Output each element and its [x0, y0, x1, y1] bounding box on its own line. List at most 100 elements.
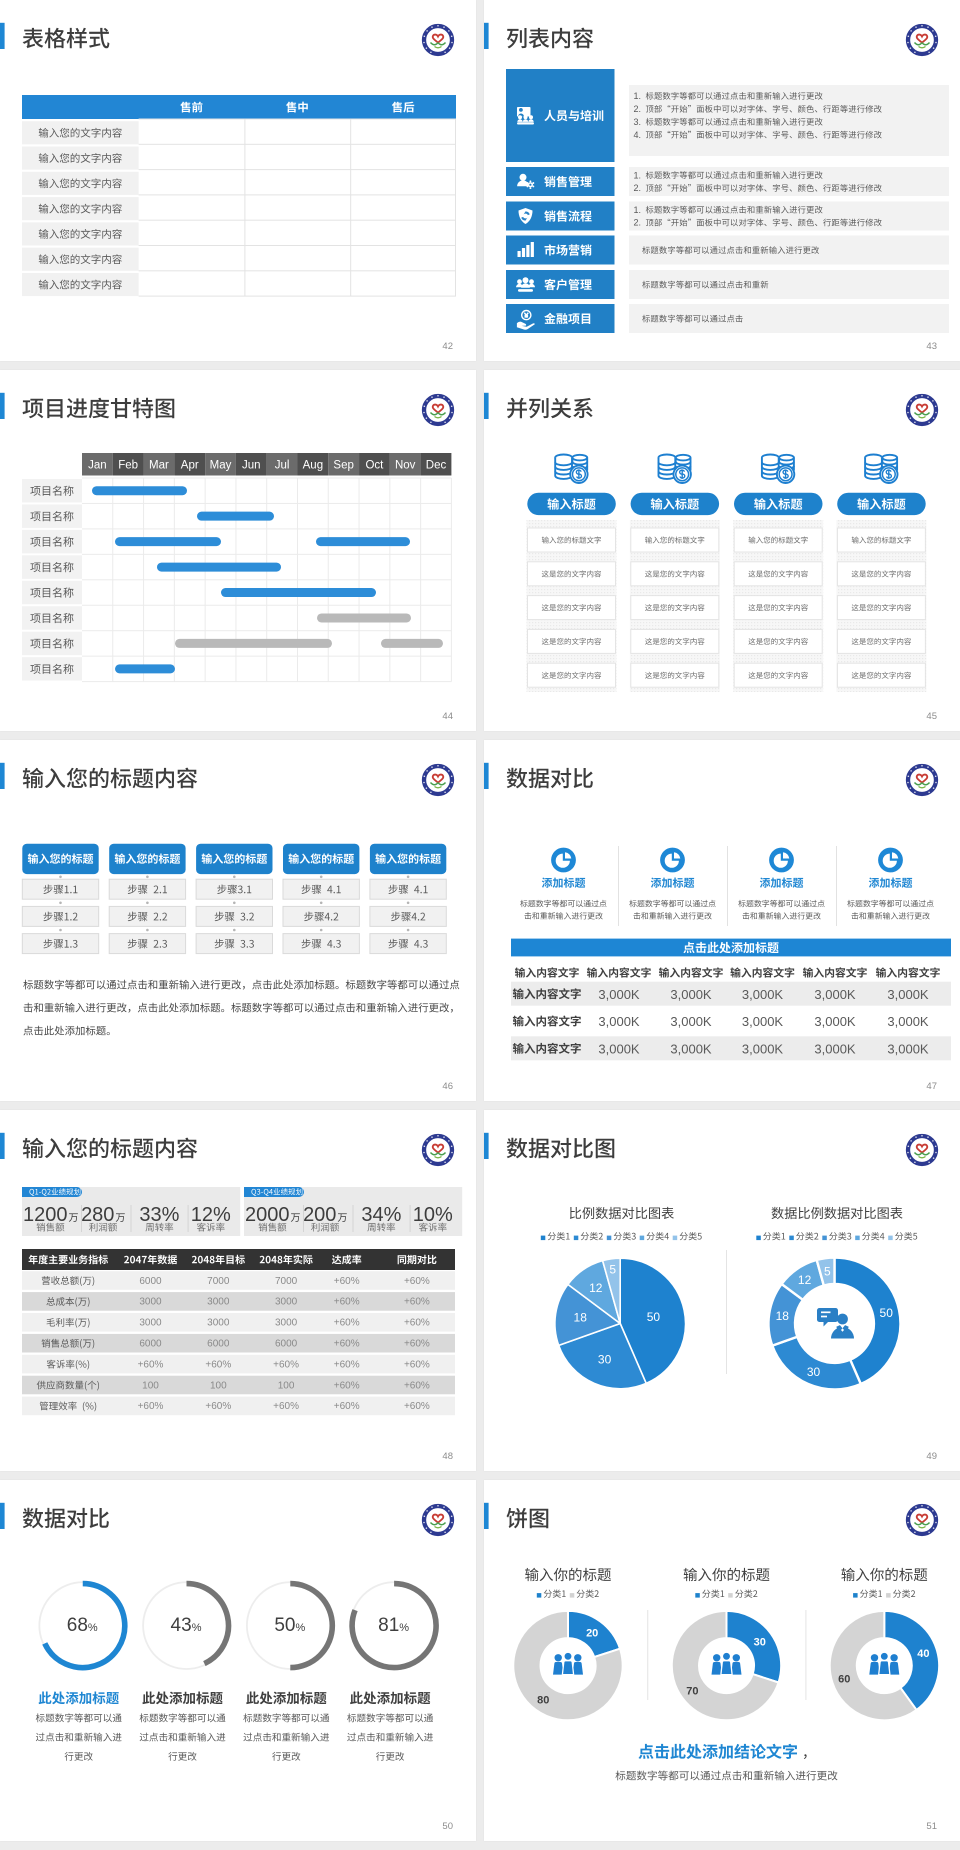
svg-text:+60%: +60%	[334, 1339, 360, 1350]
svg-text:3,000K: 3,000K	[742, 1041, 784, 1056]
svg-text:3,000K: 3,000K	[670, 987, 712, 1002]
svg-text:42: 42	[442, 341, 453, 352]
svg-text:1.: 1.	[633, 205, 641, 215]
svg-text:2.: 2.	[633, 104, 641, 114]
svg-text:+60%: +60%	[404, 1380, 430, 1391]
svg-text:+60%: +60%	[138, 1359, 164, 1370]
svg-text:5: 5	[609, 1262, 616, 1276]
svg-text:5: 5	[824, 1264, 831, 1278]
svg-text:+60%: +60%	[404, 1359, 430, 1370]
svg-text:81%: 81%	[378, 1615, 409, 1636]
svg-text:20: 20	[586, 1627, 598, 1639]
svg-text:3000: 3000	[275, 1318, 298, 1329]
svg-text:2000: 2000	[245, 1204, 290, 1226]
svg-text:6000: 6000	[139, 1276, 162, 1287]
svg-text:3.: 3.	[633, 117, 641, 127]
svg-text:50%: 50%	[274, 1615, 305, 1636]
svg-text:12: 12	[798, 1273, 812, 1287]
svg-text:+60%: +60%	[205, 1401, 231, 1412]
svg-text:200: 200	[303, 1204, 336, 1226]
svg-text:+60%: +60%	[334, 1380, 360, 1391]
svg-text:Feb: Feb	[118, 459, 138, 471]
svg-text:280: 280	[81, 1204, 114, 1226]
svg-text:7000: 7000	[275, 1276, 298, 1287]
svg-text:80: 80	[537, 1695, 549, 1707]
svg-text:+60%: +60%	[205, 1359, 231, 1370]
svg-text:100: 100	[210, 1380, 227, 1391]
svg-text:30: 30	[807, 1365, 821, 1379]
svg-text:30: 30	[598, 1353, 612, 1367]
svg-text:2.: 2.	[633, 218, 641, 228]
svg-text:Sep: Sep	[333, 459, 353, 471]
svg-text:1.: 1.	[633, 91, 641, 101]
svg-text:3,000K: 3,000K	[887, 1041, 929, 1056]
svg-text:40: 40	[917, 1648, 929, 1660]
svg-text:100: 100	[278, 1380, 295, 1391]
svg-text:3000: 3000	[207, 1297, 230, 1308]
svg-text:3,000K: 3,000K	[670, 1041, 712, 1056]
svg-text:+60%: +60%	[334, 1297, 360, 1308]
svg-text:3000: 3000	[139, 1297, 162, 1308]
svg-text:7000: 7000	[207, 1276, 230, 1287]
svg-text:68%: 68%	[67, 1615, 98, 1636]
svg-text:+60%: +60%	[404, 1401, 430, 1412]
svg-text:50: 50	[442, 1821, 453, 1832]
svg-text:3000: 3000	[207, 1318, 230, 1329]
svg-text:3,000K: 3,000K	[598, 987, 640, 1002]
svg-text:33%: 33%	[139, 1204, 179, 1226]
svg-text:3,000K: 3,000K	[598, 1041, 640, 1056]
svg-text:3,000K: 3,000K	[814, 987, 856, 1002]
svg-text:3,000K: 3,000K	[814, 1014, 856, 1029]
svg-text:48: 48	[442, 1451, 453, 1462]
svg-text:3,000K: 3,000K	[742, 1014, 784, 1029]
svg-text:6000: 6000	[207, 1339, 230, 1350]
svg-text:6000: 6000	[139, 1339, 162, 1350]
svg-text:30: 30	[754, 1636, 766, 1648]
svg-text:Aug: Aug	[303, 459, 323, 471]
svg-text:3,000K: 3,000K	[887, 1014, 929, 1029]
svg-text:+60%: +60%	[404, 1276, 430, 1287]
svg-text:+60%: +60%	[334, 1318, 360, 1329]
svg-text:May: May	[210, 459, 232, 471]
svg-text:3,000K: 3,000K	[742, 987, 784, 1002]
svg-text:3,000K: 3,000K	[598, 1014, 640, 1029]
svg-text:12: 12	[589, 1281, 603, 1295]
svg-text:+60%: +60%	[404, 1339, 430, 1350]
svg-text:+60%: +60%	[273, 1359, 299, 1370]
svg-text:3,000K: 3,000K	[814, 1041, 856, 1056]
svg-text:6000: 6000	[275, 1339, 298, 1350]
svg-text:43%: 43%	[171, 1615, 202, 1636]
svg-text:3,000K: 3,000K	[887, 987, 929, 1002]
svg-text:47: 47	[926, 1081, 937, 1092]
svg-text:50: 50	[880, 1306, 894, 1320]
svg-text:44: 44	[442, 711, 453, 722]
svg-text:Dec: Dec	[426, 459, 447, 471]
svg-text:100: 100	[142, 1380, 159, 1391]
svg-text:18: 18	[776, 1309, 790, 1323]
svg-text:3,000K: 3,000K	[670, 1014, 712, 1029]
svg-text:+60%: +60%	[334, 1401, 360, 1412]
svg-text:18: 18	[574, 1311, 588, 1325]
svg-text:1200: 1200	[23, 1204, 68, 1226]
svg-text:2.: 2.	[633, 183, 641, 193]
svg-text:12%: 12%	[191, 1204, 231, 1226]
svg-text:34%: 34%	[361, 1204, 401, 1226]
svg-text:50: 50	[647, 1310, 661, 1324]
svg-text:+60%: +60%	[404, 1297, 430, 1308]
svg-text:+60%: +60%	[334, 1276, 360, 1287]
svg-text:Jan: Jan	[88, 459, 107, 471]
svg-text:4.: 4.	[633, 130, 641, 140]
svg-text:3000: 3000	[275, 1297, 298, 1308]
svg-text:Nov: Nov	[395, 459, 416, 471]
svg-text:43: 43	[926, 341, 937, 352]
svg-text:70: 70	[686, 1685, 698, 1697]
svg-text:51: 51	[926, 1821, 937, 1832]
svg-text:Jul: Jul	[275, 459, 290, 471]
svg-text:+60%: +60%	[138, 1401, 164, 1412]
svg-text:45: 45	[926, 711, 937, 722]
svg-text:46: 46	[442, 1081, 453, 1092]
svg-text:49: 49	[926, 1451, 937, 1462]
svg-text:+60%: +60%	[334, 1359, 360, 1370]
svg-text:1.: 1.	[633, 170, 641, 180]
svg-text:Mar: Mar	[149, 459, 169, 471]
